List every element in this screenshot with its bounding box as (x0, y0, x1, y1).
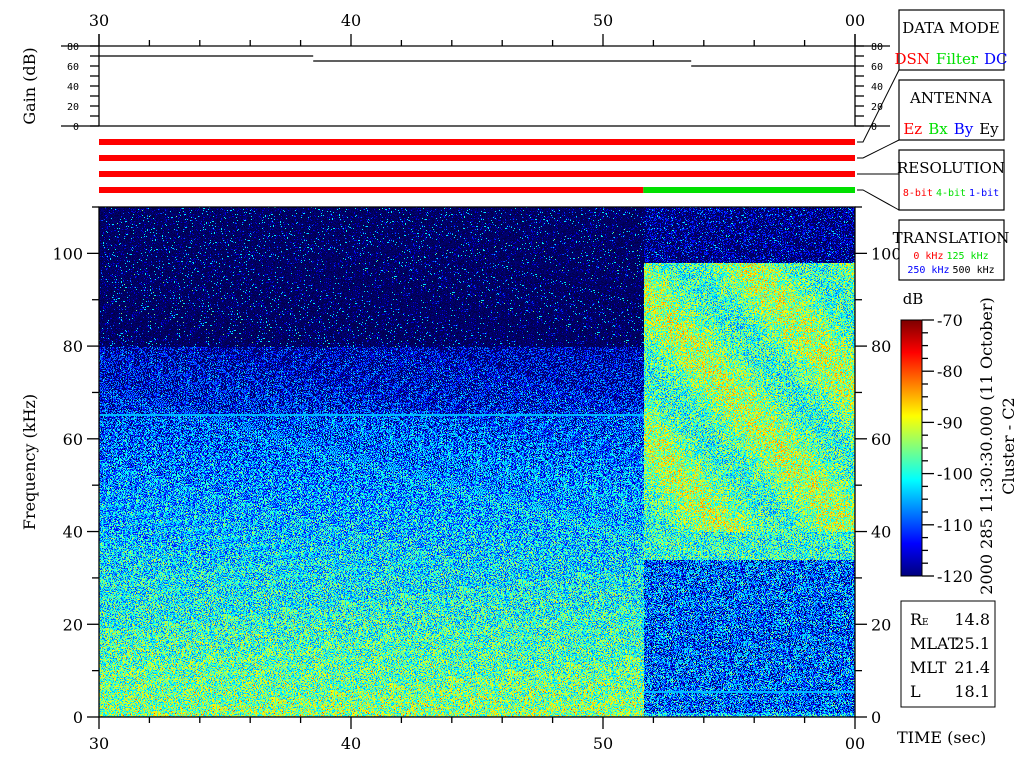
legend-connector (857, 139, 900, 159)
time-tick-label-bottom: 50 (593, 734, 613, 753)
gain-tick-label: 40 (871, 82, 883, 93)
legend-connector (857, 189, 900, 211)
gain-tick-label: 80 (67, 42, 79, 53)
orbit-label: L (910, 682, 921, 701)
gain-tick-label: 60 (871, 62, 883, 73)
status-bar-translation (643, 187, 855, 193)
legend-item: 4-bit (936, 188, 966, 199)
legend-box (898, 79, 1005, 141)
freq-tick-label: 20 (63, 615, 83, 634)
legend-item: 8-bit (903, 188, 933, 199)
orbit-value: 18.1 (954, 682, 990, 701)
colorbar-label: dB (903, 290, 924, 308)
legend-box (898, 9, 1005, 71)
legend-boxes: DATA MODE DSN Filter DC ANTENNA Ez Bx By Ey RESOL… (857, 9, 1010, 281)
legend-item: By (954, 120, 974, 138)
status-bar-translation (99, 187, 644, 193)
legend-items: 0 kHz 125 kHz (913, 251, 988, 262)
colorbar (901, 320, 922, 576)
colorbar-tick-label: -110 (937, 516, 973, 535)
chart-subtitle: Cluster - C2 (999, 397, 1018, 494)
colorbar-tick-label: -90 (937, 413, 963, 432)
legend-box-title: RESOLUTION (897, 159, 1005, 177)
legend-item: 125 kHz (946, 251, 988, 262)
colorbar-tick-label: -100 (937, 465, 973, 484)
legend-items: DSN Filter DC (894, 50, 1007, 68)
legend-connector (857, 69, 900, 143)
status-bar-data-mode (99, 139, 855, 145)
time-tick-label-bottom: 30 (89, 734, 109, 753)
legend-item: DC (984, 50, 1008, 68)
freq-tick-label: 100 (871, 244, 902, 263)
orbit-value: 21.4 (954, 658, 990, 677)
gain-tick-label: 0 (73, 122, 79, 133)
legend-box-title: ANTENNA (909, 89, 992, 107)
legend-box (898, 219, 1005, 281)
gain-tick-label: 60 (67, 62, 79, 73)
spectrogram-frame (98, 206, 856, 718)
legend-box-title: TRANSLATION (893, 229, 1010, 247)
orbit-value: 25.1 (954, 634, 990, 653)
freq-tick-label: 60 (871, 430, 891, 449)
time-tick-label-bottom: 00 (845, 734, 865, 753)
status-bar-resolution (99, 171, 855, 177)
orbit-label: MLT (910, 658, 947, 677)
legend-items: Ez Bx By Ey (903, 120, 999, 138)
time-tick-label-top: 40 (341, 11, 361, 30)
time-tick-label-top: 50 (593, 11, 613, 30)
freq-tick-label: 60 (63, 430, 83, 449)
gain-tick-label: 20 (871, 102, 883, 113)
time-axis-label: TIME (sec) (897, 728, 986, 747)
gain-tick-label: 40 (67, 82, 79, 93)
legend-item: Ey (979, 120, 999, 138)
freq-tick-label: 0 (871, 708, 881, 727)
colorbar-frame (900, 319, 923, 577)
legend-item: Bx (928, 120, 948, 138)
colorbar-tick-label: -80 (937, 362, 963, 381)
time-tick-label-top: 30 (89, 11, 109, 30)
spectrogram-heatmap (99, 207, 855, 717)
gain-tick-label: 80 (871, 42, 883, 53)
freq-tick-label: 0 (73, 708, 83, 727)
legend-items: 250 kHz 500 kHz (907, 265, 994, 276)
freq-tick-label: 80 (63, 337, 83, 356)
colorbar-tick-label: -70 (937, 311, 963, 330)
legend-item: 0 kHz (913, 251, 943, 262)
colorbar-tick-label: -120 (937, 567, 973, 586)
legend-box (898, 149, 1005, 211)
orbit-value: 14.8 (954, 610, 990, 629)
freq-tick-label: 80 (871, 337, 891, 356)
status-bar-antenna (99, 155, 855, 161)
orbit-label-sub: E (922, 618, 929, 628)
legend-item: 250 kHz (907, 265, 949, 276)
legend-item: Ez (903, 120, 922, 138)
freq-tick-label: 100 (52, 244, 83, 263)
legend-items: 8-bit 4-bit 1-bit (903, 188, 999, 199)
time-tick-label-top: 00 (845, 11, 865, 30)
legend-box-title: DATA MODE (902, 19, 999, 37)
gain-tick-label: 20 (67, 102, 79, 113)
freq-tick-label: 20 (871, 615, 891, 634)
orbit-label: RE (910, 610, 929, 629)
orbit-label: MLAT (910, 634, 959, 653)
frequency-axis-label: Frequency (kHz) (20, 394, 39, 530)
time-tick-label-bottom: 40 (341, 734, 361, 753)
chart-title: 2000 285 11:30:30.000 (11 October) (977, 297, 996, 594)
legend-item: 1-bit (969, 188, 999, 199)
legend-item: Filter (936, 50, 979, 68)
freq-tick-label: 40 (63, 523, 83, 542)
gain-axis-label: Gain (dB) (20, 47, 39, 124)
gain-tick-label: 0 (871, 122, 877, 133)
legend-item: 500 kHz (953, 265, 995, 276)
legend-item: DSN (894, 50, 929, 68)
freq-tick-label: 40 (871, 523, 891, 542)
